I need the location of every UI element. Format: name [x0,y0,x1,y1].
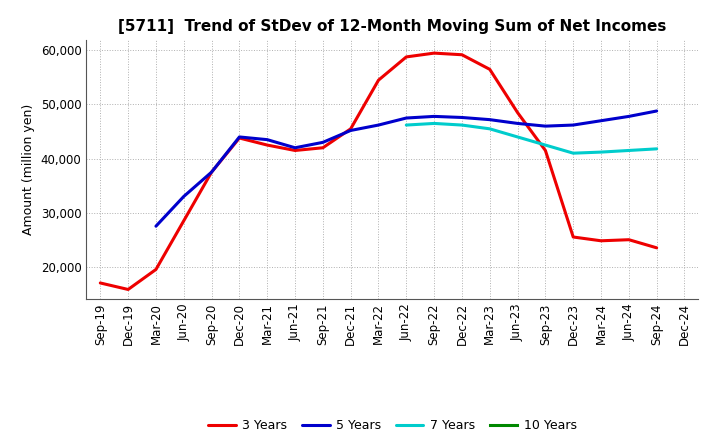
5 Years [179,194,188,199]
Line: 7 Years: 7 Years [406,124,657,153]
3 Years [207,169,216,175]
3 Years [96,280,104,286]
Legend: 3 Years, 5 Years, 7 Years, 10 Years: 3 Years, 5 Years, 7 Years, 10 Years [203,414,582,437]
5 Years [430,114,438,119]
3 Years [458,52,467,57]
7 Years [513,134,522,139]
5 Years [318,140,327,145]
5 Years [652,108,661,114]
3 Years [485,67,494,72]
5 Years [152,224,161,229]
3 Years [569,235,577,240]
7 Years [569,150,577,156]
3 Years [263,143,271,148]
3 Years [541,148,550,153]
3 Years [346,126,355,132]
5 Years [346,128,355,133]
7 Years [430,121,438,126]
3 Years [152,267,161,272]
3 Years [291,148,300,153]
5 Years [402,115,410,121]
5 Years [541,124,550,129]
3 Years [597,238,606,243]
3 Years [430,51,438,56]
3 Years [652,245,661,250]
5 Years [235,134,243,139]
7 Years [652,146,661,151]
3 Years [235,136,243,141]
7 Years [485,126,494,132]
3 Years [318,145,327,150]
3 Years [374,77,383,83]
Y-axis label: Amount (million yen): Amount (million yen) [22,104,35,235]
5 Years [458,115,467,120]
5 Years [485,117,494,122]
5 Years [513,121,522,126]
Title: [5711]  Trend of StDev of 12-Month Moving Sum of Net Incomes: [5711] Trend of StDev of 12-Month Moving… [118,19,667,34]
5 Years [374,122,383,128]
Line: 3 Years: 3 Years [100,53,657,290]
7 Years [597,150,606,155]
7 Years [458,122,467,128]
7 Years [541,143,550,148]
5 Years [569,122,577,128]
5 Years [597,118,606,123]
3 Years [624,237,633,242]
3 Years [402,54,410,59]
3 Years [179,218,188,224]
Line: 5 Years: 5 Years [156,111,657,226]
5 Years [291,145,300,150]
7 Years [624,148,633,153]
5 Years [207,169,216,175]
5 Years [263,137,271,142]
5 Years [624,114,633,119]
7 Years [402,122,410,128]
3 Years [124,287,132,292]
3 Years [513,110,522,115]
